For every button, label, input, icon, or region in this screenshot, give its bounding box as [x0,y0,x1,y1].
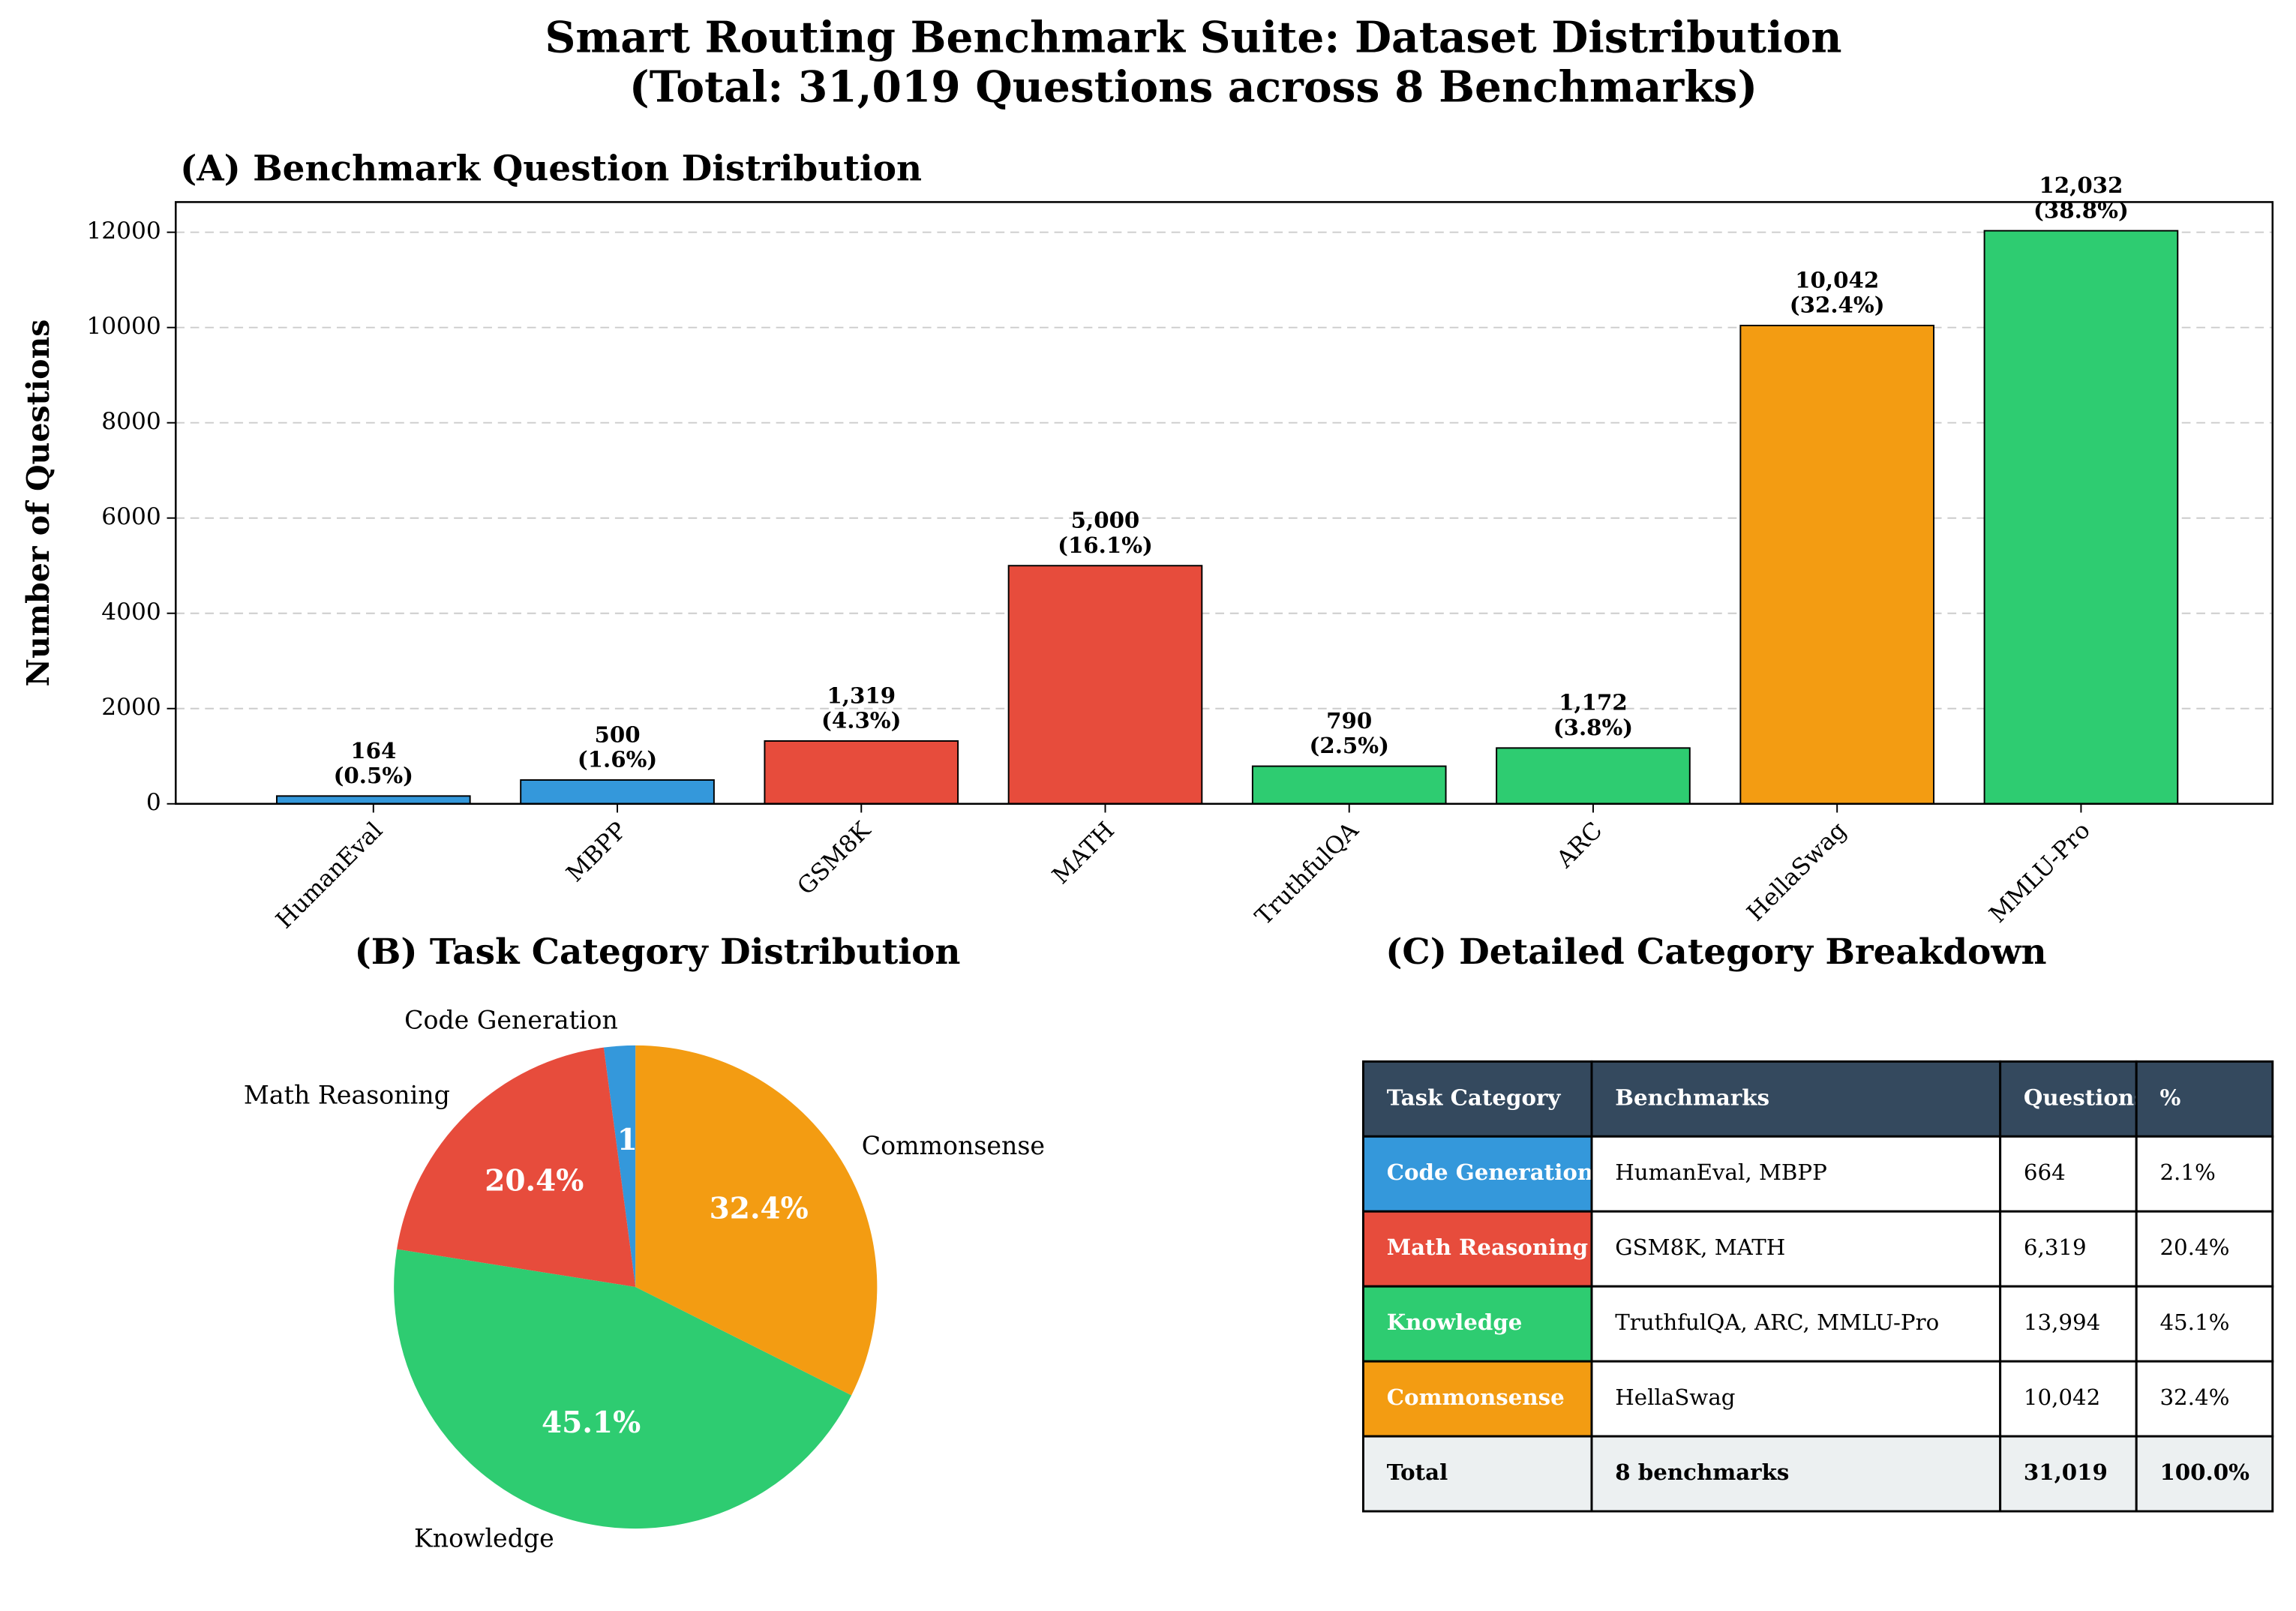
panel-title: (C) Detailed Category Breakdown [1385,932,2046,973]
data-label: (4.3%) [821,708,901,734]
x-tick-label: MATH [1047,817,1120,890]
pie-slice [603,1045,636,1287]
table-cell-text: 10,042 [2024,1384,2100,1410]
y-tick-label: 6000 [101,503,161,530]
figure-title: (Total: 31,019 Questions across 8 Benchm… [629,63,1757,112]
table-cell-text: 6,319 [2024,1234,2087,1260]
x-tick-label: TruthfulQA [1250,817,1364,931]
x-tick-label: HellaSwag [1742,817,1851,926]
data-label: (32.4%) [1790,292,1885,318]
table-cell [1999,1135,2138,1213]
table-cell-text: HellaSwag [1615,1384,1735,1410]
table-cell [1362,1435,1593,1513]
figure-title: Smart Routing Benchmark Suite: Dataset D… [545,13,1841,62]
table-cell [2135,1435,2274,1513]
data-label: 12,032 [2039,172,2123,198]
table-cell [1362,1135,1593,1213]
bar [1983,230,2179,805]
table-cell-text: 20.4% [2159,1234,2229,1260]
y-tick-label: 4000 [101,598,161,626]
slice-label: Code Generation [404,1005,618,1034]
data-label: (2.5%) [1310,733,1389,758]
y-tick-label: 8000 [101,408,161,435]
table-cell-text: 45.1% [2159,1310,2229,1335]
y-tick-label: 12000 [86,218,161,244]
y-tick-label: 10000 [86,313,161,340]
y-axis-label: Number of Questions [20,320,56,687]
table-cell-text-bold: 31,019 [2024,1460,2108,1485]
table-cell-text: 13,994 [2024,1310,2100,1335]
panel-title: (B) Task Category Distribution [355,932,961,973]
pie-slice [635,1045,878,1396]
table-cell [1999,1360,2138,1438]
axes-frame [174,201,2274,806]
table-cell-text-bold: Math Reasoning [1387,1234,1588,1260]
table-cell [1999,1435,2138,1513]
slice-label: Knowledge [414,1523,554,1552]
table-cell-text-bold: % [2159,1084,2180,1110]
data-label: 1,319 [827,682,896,708]
table-cell [1590,1285,2002,1363]
panel-title: (A) Benchmark Question Distribution [180,148,922,189]
bar [1007,565,1203,805]
y-tick-label: 0 [146,789,161,816]
x-tick-label: MBPP [562,817,632,887]
slice-label: Commonsense [862,1131,1045,1160]
table-cell [1362,1285,1593,1363]
table-cell-text-bold: Benchmarks [1615,1084,1769,1110]
table-cell-text: GSM8K, MATH [1615,1234,1785,1260]
table-cell-text-bold: Commonsense [1387,1384,1565,1410]
table-cell [1999,1060,2138,1138]
bar [1739,325,1935,805]
table-cell [2135,1135,2274,1213]
y-tick-label: 2000 [101,694,161,721]
data-label: 790 [1326,708,1372,734]
table-cell-text-bold: Task Category [1387,1084,1562,1110]
data-label: (1.6%) [578,747,657,772]
slice-label: Math Reasoning [244,1080,450,1109]
table-cell-text: 32.4% [2159,1384,2229,1410]
table-cell [2135,1060,2274,1138]
slice-value-label: 20.4% [485,1164,584,1198]
table-cell [1590,1210,2002,1288]
bar [1496,747,1691,805]
data-label: 1,172 [1559,690,1628,716]
table-cell [1362,1210,1593,1288]
data-label: (3.8%) [1553,715,1633,740]
data-label: 500 [594,722,640,747]
data-label: 10,042 [1795,267,1879,292]
table-cell [2135,1360,2274,1438]
pie-slice [397,1047,636,1287]
bar [764,740,959,805]
slice-value-label: 45.1% [542,1406,641,1440]
data-label: (16.1%) [1058,532,1153,558]
pie-slice [394,1249,852,1529]
data-label: 5,000 [1071,508,1140,533]
x-tick-label: MMLU-Pro [1984,817,2095,928]
table-cell-text-bold: Knowledge [1387,1310,1523,1335]
x-tick-label: GSM8K [792,817,876,901]
data-label: (0.5%) [334,763,413,788]
bar [275,795,471,805]
table-cell-text-bold: Questions [2024,1084,2147,1110]
table-cell [1590,1060,2002,1138]
table-cell-text: HumanEval, MBPP [1615,1160,1827,1185]
table-cell-text-bold: Total [1387,1460,1448,1485]
bar [520,779,715,805]
table-cell [1590,1435,2002,1513]
table-cell-text: 664 [2024,1160,2066,1185]
x-tick-label: ARC [1551,817,1608,874]
data-label: 164 [350,738,396,764]
bar [1251,765,1447,805]
table-cell-text: 2.1% [2159,1160,2215,1185]
table-cell-text-bold: 8 benchmarks [1615,1460,1789,1485]
table-cell-text-bold: Code Generation [1387,1160,1593,1185]
x-tick-label: HumanEval [271,817,388,934]
table-cell-text: TruthfulQA, ARC, MMLU-Pro [1615,1310,1939,1335]
table-cell-text-bold: 100.0% [2159,1460,2249,1485]
slice-value-label: 32.4% [710,1191,809,1226]
